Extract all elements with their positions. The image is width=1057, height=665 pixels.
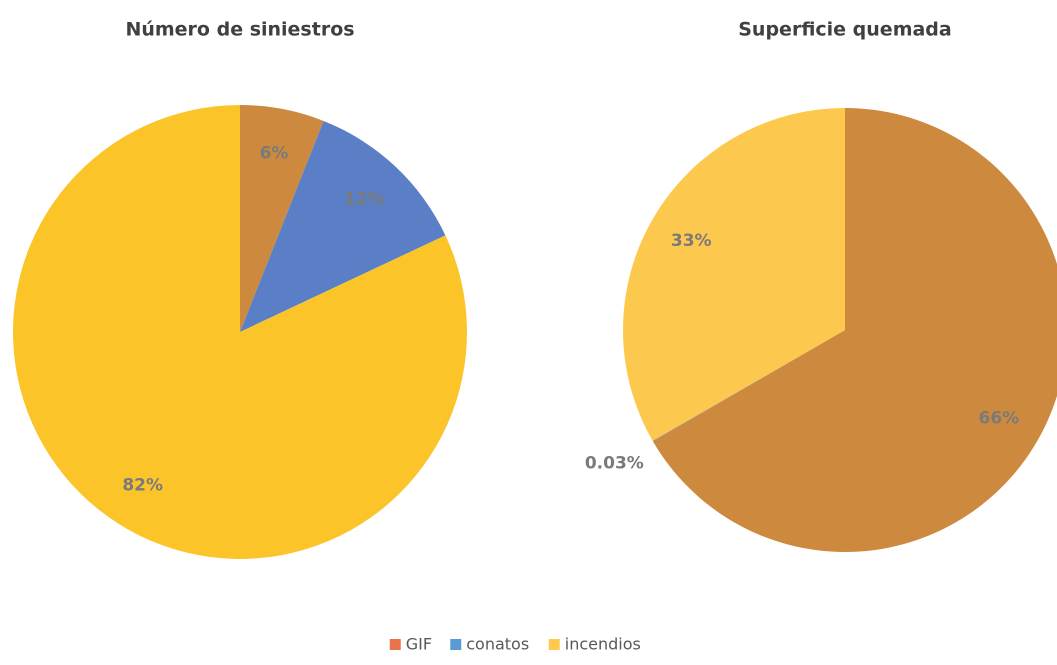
legend-label: GIF [406, 635, 432, 654]
legend-swatch [450, 639, 462, 650]
chart-title: Superficie quemada [738, 19, 951, 41]
data-label: 0.03% [585, 453, 644, 473]
pie-slice [240, 120, 446, 332]
pie-slice [12, 104, 467, 560]
data-label: 33% [671, 231, 712, 251]
legend-label: conatos [466, 635, 529, 654]
pie-slice [652, 108, 1057, 552]
pie-slice [240, 105, 324, 332]
data-label: 12% [344, 190, 385, 210]
pie-slice [622, 108, 845, 441]
legend-swatch [389, 639, 401, 650]
data-label: 6% [260, 144, 289, 164]
data-label: 66% [979, 409, 1020, 429]
legend-swatch [548, 639, 560, 650]
legend-label: incendios [565, 635, 641, 654]
data-label: 82% [122, 475, 163, 495]
pie-slice [652, 330, 845, 442]
chart-title: Número de siniestros [125, 19, 354, 41]
